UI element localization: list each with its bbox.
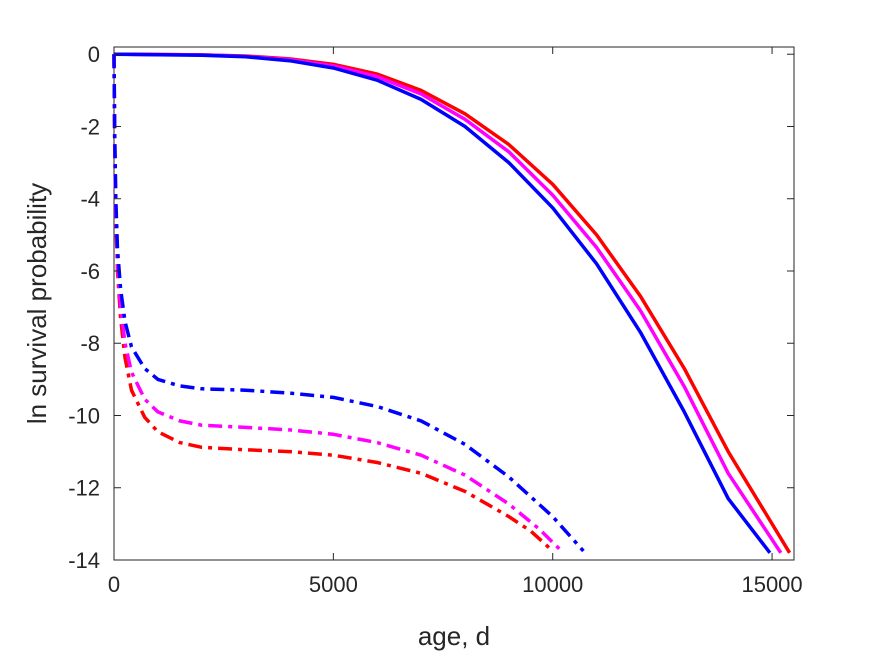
y-axis-label: ln survival probability — [22, 183, 52, 424]
series-line-dashdot-3 — [112, 54, 554, 553]
series-line-dashdot-5 — [112, 54, 585, 553]
x-tick-label: 0 — [108, 572, 120, 597]
y-tick-label: -12 — [68, 476, 100, 501]
axes-box — [113, 46, 795, 561]
x-axis-ticks: 0 5000 10000 15000 — [108, 47, 803, 597]
y-tick-label: 0 — [88, 42, 100, 67]
y-tick-label: -4 — [80, 187, 100, 212]
x-tick-label: 10000 — [522, 572, 583, 597]
y-tick-label: -6 — [80, 259, 100, 284]
y-tick-label: -10 — [68, 403, 100, 428]
series-line-solid-2 — [113, 52, 772, 554]
x-axis-label: age, d — [418, 621, 490, 651]
x-tick-label: 5000 — [309, 572, 358, 597]
x-tick-label: 15000 — [741, 572, 802, 597]
y-tick-label: -14 — [68, 548, 100, 573]
series-layer — [112, 52, 792, 554]
plot-area: 0 5000 10000 15000 0 -2 -4 -6 -8 -10 -12 -14 — [68, 42, 802, 597]
y-tick-label: -8 — [80, 331, 100, 356]
y-tick-label: -2 — [80, 114, 100, 139]
y-axis-ticks: 0 -2 -4 -6 -8 -10 -12 -14 — [68, 42, 794, 573]
